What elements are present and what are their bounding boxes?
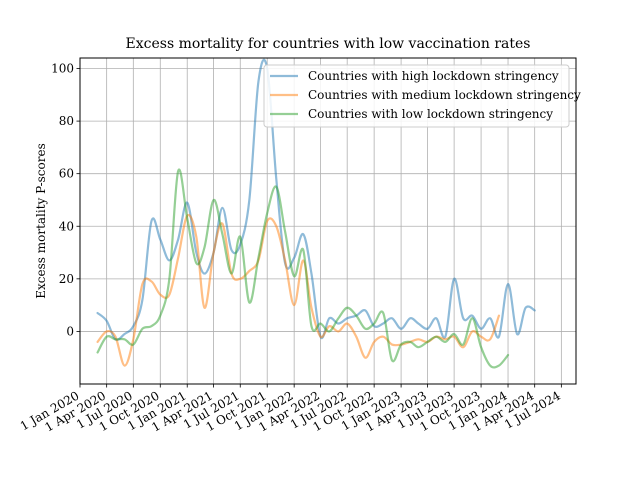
chart-title: Excess mortality for countries with low … bbox=[126, 36, 531, 52]
series-line-3 bbox=[96, 168, 510, 369]
legend-box bbox=[263, 64, 570, 128]
y-tick-label: 80 bbox=[59, 114, 74, 128]
y-axis-label: Excess mortality P-scores bbox=[34, 143, 48, 298]
legend-label-1: Countries with high lockdown stringency bbox=[308, 69, 559, 83]
y-tick-label: 60 bbox=[59, 167, 74, 181]
legend-label-2: Countries with medium lockdown stringenc… bbox=[308, 88, 581, 102]
plot-frame bbox=[79, 57, 577, 385]
series-layer bbox=[96, 58, 536, 369]
legend: Countries with high lockdown stringency C… bbox=[263, 64, 581, 128]
y-tick-label: 100 bbox=[51, 62, 74, 76]
series-line-2 bbox=[96, 213, 501, 367]
y-tick-label: 40 bbox=[59, 219, 74, 233]
y-tick-label: 20 bbox=[59, 272, 74, 286]
y-tick-label: 0 bbox=[66, 324, 74, 338]
legend-label-3: Countries with low lockdown stringency bbox=[308, 107, 553, 121]
